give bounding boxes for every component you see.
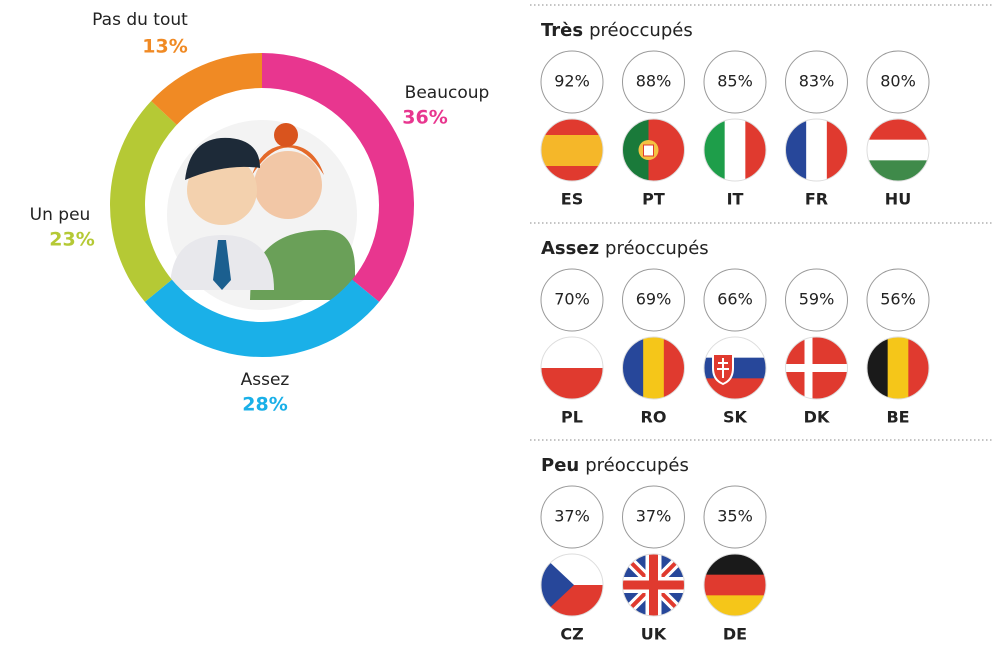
- country-value: 56%: [880, 290, 916, 309]
- flag-cross: [786, 364, 848, 372]
- flag-stripe: [541, 368, 603, 400]
- group-title-bold: Peu: [541, 455, 579, 476]
- flag-stripe: [664, 337, 685, 399]
- country-code: DE: [723, 625, 747, 644]
- infographic: Beaucoup 36% Assez 28% Un peu 23% Pas du tout 1…: [0, 0, 993, 649]
- segment-label: Un peu: [30, 205, 91, 225]
- flag-stripe: [867, 337, 888, 399]
- flag-stripe: [867, 119, 929, 140]
- flag-stripe: [786, 119, 807, 181]
- flag-emblem: [644, 145, 654, 156]
- flag-stripe: [908, 337, 929, 399]
- country-value: 37%: [554, 507, 590, 526]
- donut-segment: [110, 101, 177, 302]
- country-value: 70%: [554, 290, 590, 309]
- country-value: 80%: [880, 72, 916, 91]
- segment-label: Assez: [241, 370, 290, 390]
- flag-stripe: [725, 119, 746, 181]
- segment-value: 13%: [142, 36, 187, 58]
- country-code: PL: [561, 408, 583, 427]
- country-value: 85%: [717, 72, 753, 91]
- flag-stripe: [704, 595, 766, 616]
- group-title: Très préoccupés: [541, 20, 693, 41]
- flag-stripe: [867, 140, 929, 161]
- country-code: IT: [727, 190, 744, 209]
- country-code: RO: [641, 408, 667, 427]
- group-title-rest: préoccupés: [585, 455, 689, 476]
- country-code: PT: [642, 190, 665, 209]
- group-title-rest: préoccupés: [589, 20, 693, 41]
- flag-stripe: [643, 337, 664, 399]
- country-value: 83%: [799, 72, 835, 91]
- country-code: ES: [561, 190, 583, 209]
- country-code: SK: [723, 408, 748, 427]
- flag-stripe: [541, 337, 603, 369]
- flag-stripe: [704, 378, 766, 399]
- country-value: 37%: [636, 507, 672, 526]
- flag-stripe: [827, 119, 848, 181]
- flag-stripe: [745, 119, 766, 181]
- country-code: DK: [804, 408, 830, 427]
- country-code: HU: [885, 190, 911, 209]
- segment-label: Beaucoup: [405, 83, 490, 103]
- group-title-bold: Très: [541, 20, 583, 41]
- segment-value: 28%: [242, 394, 287, 416]
- country-value: 59%: [799, 290, 835, 309]
- segment-label: Pas du tout: [92, 10, 188, 30]
- flag-stripe: [704, 575, 766, 596]
- country-code: BE: [886, 408, 909, 427]
- group-title: Assez préoccupés: [541, 238, 709, 259]
- country-value: 35%: [717, 507, 753, 526]
- flag-stripe: [704, 119, 725, 181]
- donut-segment: [151, 53, 262, 125]
- flag-stripe: [623, 337, 644, 399]
- flag-stripe: [704, 554, 766, 575]
- flag-stripe: [867, 160, 929, 181]
- group-title: Peu préoccupés: [541, 455, 689, 476]
- flag-stripe: [888, 337, 909, 399]
- segment-value: 23%: [49, 229, 94, 251]
- group-title-rest: préoccupés: [605, 238, 709, 259]
- country-value: 92%: [554, 72, 590, 91]
- country-value: 66%: [717, 290, 753, 309]
- flag-stripe: [806, 119, 827, 181]
- country-value: 88%: [636, 72, 672, 91]
- country-code: FR: [805, 190, 828, 209]
- segment-value: 36%: [402, 107, 447, 129]
- group-title-bold: Assez: [541, 238, 599, 259]
- country-code: UK: [641, 625, 667, 644]
- flag-stripe: [541, 135, 603, 166]
- country-value: 69%: [636, 290, 672, 309]
- country-code: CZ: [560, 625, 583, 644]
